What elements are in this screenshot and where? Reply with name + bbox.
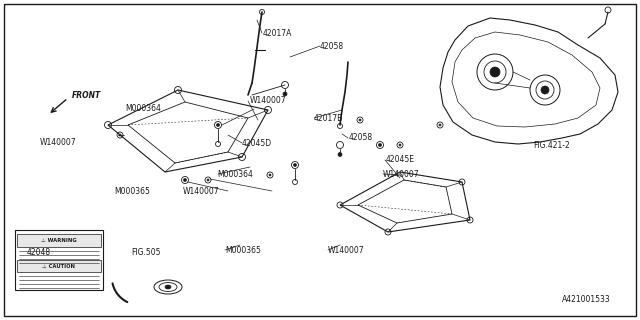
Text: M000364: M000364 bbox=[218, 170, 253, 179]
Circle shape bbox=[490, 67, 500, 77]
Text: ⚠ CAUTION: ⚠ CAUTION bbox=[42, 263, 76, 268]
Text: 42017A: 42017A bbox=[262, 29, 292, 38]
Text: 42058: 42058 bbox=[349, 133, 373, 142]
Text: M000365: M000365 bbox=[225, 246, 261, 255]
Bar bbox=[15, 230, 103, 290]
Circle shape bbox=[283, 92, 287, 96]
Circle shape bbox=[439, 124, 441, 126]
Circle shape bbox=[338, 153, 342, 156]
Circle shape bbox=[216, 124, 220, 127]
Text: W140007: W140007 bbox=[328, 246, 364, 255]
Circle shape bbox=[378, 143, 381, 147]
Text: 42017B: 42017B bbox=[314, 114, 343, 123]
Text: FRONT: FRONT bbox=[72, 92, 101, 100]
Text: ⚠ WARNING: ⚠ WARNING bbox=[41, 238, 77, 243]
Text: M000364: M000364 bbox=[125, 104, 161, 113]
Text: 42045D: 42045D bbox=[242, 139, 272, 148]
Circle shape bbox=[119, 134, 121, 136]
Ellipse shape bbox=[165, 285, 171, 289]
Circle shape bbox=[541, 86, 549, 94]
Text: W140007: W140007 bbox=[182, 187, 219, 196]
Text: W140007: W140007 bbox=[40, 138, 76, 147]
Text: 42045E: 42045E bbox=[385, 156, 414, 164]
Circle shape bbox=[207, 179, 209, 181]
Text: FIG.421-2: FIG.421-2 bbox=[533, 141, 570, 150]
Ellipse shape bbox=[154, 280, 182, 294]
Bar bbox=[17, 234, 101, 247]
Circle shape bbox=[184, 179, 187, 181]
Circle shape bbox=[359, 119, 361, 121]
Bar bbox=[17, 260, 101, 272]
Text: 42048: 42048 bbox=[26, 248, 51, 257]
Circle shape bbox=[293, 164, 296, 167]
Text: 42058: 42058 bbox=[320, 42, 344, 51]
Text: FIG.505: FIG.505 bbox=[131, 248, 161, 257]
Circle shape bbox=[269, 174, 271, 176]
Text: W140007: W140007 bbox=[383, 170, 419, 179]
Text: W140007: W140007 bbox=[250, 96, 286, 105]
Text: A421001533: A421001533 bbox=[562, 295, 611, 304]
Ellipse shape bbox=[159, 283, 177, 292]
Circle shape bbox=[399, 144, 401, 146]
Text: M000365: M000365 bbox=[114, 187, 150, 196]
